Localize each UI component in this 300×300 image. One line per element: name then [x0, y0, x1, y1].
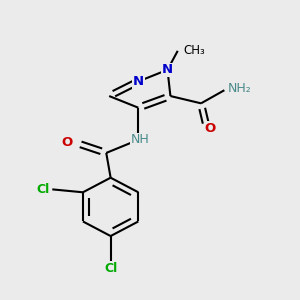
- Text: O: O: [204, 122, 215, 135]
- Text: NH₂: NH₂: [227, 82, 251, 95]
- Text: NH: NH: [130, 133, 149, 146]
- Text: N: N: [162, 63, 173, 76]
- Text: Cl: Cl: [104, 262, 117, 275]
- Text: CH₃: CH₃: [184, 44, 205, 57]
- Text: N: N: [133, 75, 144, 88]
- Text: O: O: [61, 136, 73, 149]
- Text: Cl: Cl: [36, 183, 50, 196]
